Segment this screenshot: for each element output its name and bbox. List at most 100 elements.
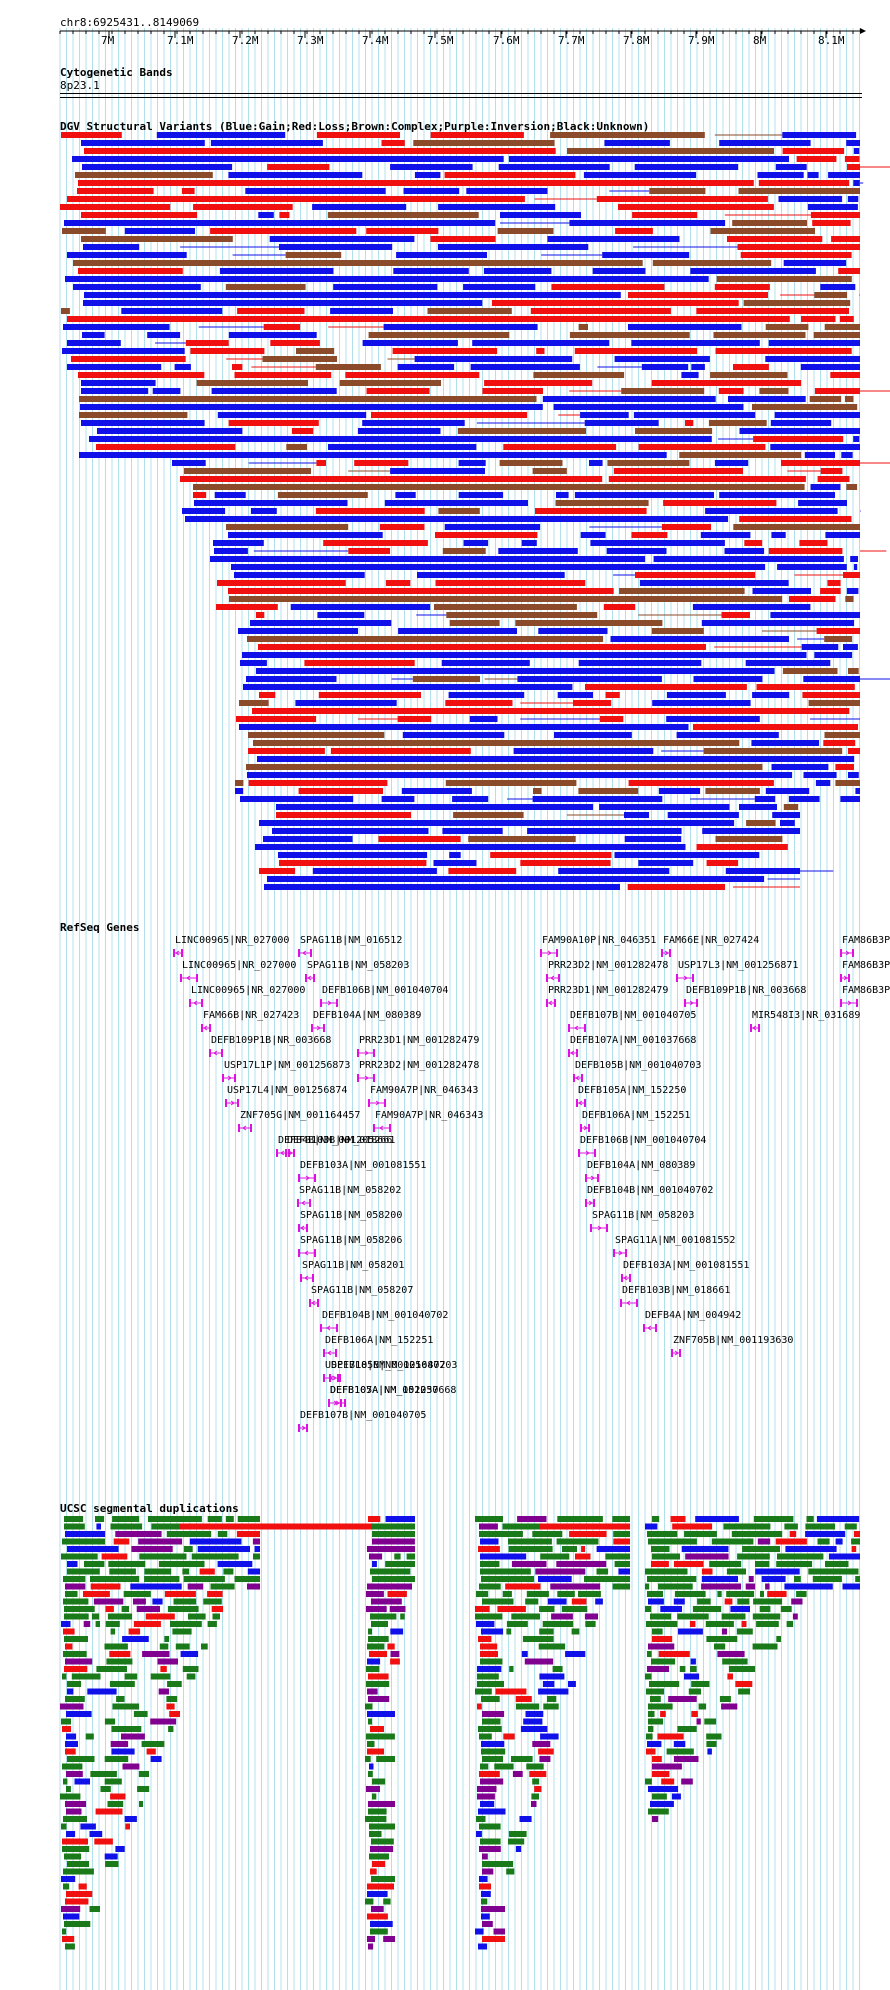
gene-label[interactable]: SPAG11A|NM_001081552: [615, 1235, 736, 1246]
segdup-bar: [199, 1568, 215, 1575]
gene-label[interactable]: ZNF705B|NM_001193630: [673, 1335, 794, 1346]
gene-label[interactable]: FAM86B3P: [842, 935, 890, 946]
gene-label[interactable]: SPAG11B|NM_058202: [299, 1185, 402, 1196]
gene-label[interactable]: DEFB105B|NM_001040703: [331, 1360, 458, 1371]
segdup-bar: [550, 1583, 601, 1590]
gene-label[interactable]: USP17L3|NM_001256871: [678, 960, 799, 971]
gene-label[interactable]: FAM66B|NR_027423: [203, 1010, 300, 1021]
gene-label[interactable]: SPAG11B|NM_058207: [311, 1285, 414, 1296]
gene-label[interactable]: DEFB107A|NM_001037668: [570, 1035, 697, 1046]
dgv-variant-bar: [89, 436, 712, 442]
dgv-variant-bar: [316, 460, 326, 466]
gene-label[interactable]: DEFB107A|NM_001037668: [330, 1385, 457, 1396]
gene-label[interactable]: SPAG11B|NM_058203: [592, 1210, 695, 1221]
gene-exon: [597, 1174, 599, 1182]
dgv-variant-bar: [229, 596, 783, 602]
segdup-bar: [131, 1546, 173, 1552]
gene-label[interactable]: FAM86B3P: [842, 960, 890, 971]
dgv-variant-bar: [295, 700, 397, 706]
dgv-variant-bar: [710, 228, 815, 234]
gene-exon: [581, 1074, 583, 1082]
gene-label[interactable]: DEFB103A|NM_001081551: [300, 1160, 427, 1171]
gene-label[interactable]: LINC00965|NR_027000: [175, 935, 290, 946]
segdup-bar: [692, 1606, 722, 1612]
gene-label[interactable]: DEFB106A|NM_152251: [582, 1110, 691, 1121]
gene-label[interactable]: FAM86B3P: [842, 985, 890, 996]
gene-label[interactable]: DEFB103A|NM_001081551: [623, 1260, 750, 1271]
gene-exon: [339, 1374, 341, 1382]
gene-label[interactable]: DEFB105A|NM_152250: [330, 1385, 439, 1396]
gene-label[interactable]: DEFB104B|NM_001040702: [587, 1185, 714, 1196]
segdup-bar: [110, 1741, 129, 1747]
gene-label[interactable]: LINC00965|NR_027000: [182, 960, 297, 971]
gene-label[interactable]: PRR23D2|NM_001282478: [359, 1060, 480, 1071]
gene-label[interactable]: DEFB105A|NM_152250: [578, 1085, 687, 1096]
segdup-bar: [645, 1606, 652, 1612]
gene-label[interactable]: SPAG11B|NM_058203: [307, 960, 410, 971]
segdup-bar: [688, 1688, 701, 1695]
dgv-variant-bar: [60, 204, 171, 210]
segdup-bar: [368, 1696, 390, 1702]
gene-label[interactable]: SPAG11B|NM_058201: [302, 1260, 405, 1271]
segdup-bar: [760, 1591, 764, 1597]
dgv-variant-bar: [72, 156, 504, 162]
dgv-variant-bar: [312, 204, 407, 210]
dgv-variant-bar: [532, 468, 567, 474]
gene-label[interactable]: DEFB4A|NM_004942: [645, 1310, 742, 1321]
dgv-variant-bar: [482, 388, 543, 394]
gene-label[interactable]: SPAG11B|NM_016512: [300, 935, 403, 946]
gene-label[interactable]: DEFB103B|NM_018661: [622, 1285, 731, 1296]
gene-label[interactable]: DEFB106A|NM_152251: [325, 1335, 434, 1346]
segdup-bar: [366, 1591, 384, 1597]
segdup-bar: [65, 1643, 73, 1650]
gene-label[interactable]: DEFB103B|NM_018661: [287, 1135, 396, 1146]
gene-exon: [594, 1149, 596, 1157]
dgv-variant-bar: [584, 420, 659, 426]
gene-label[interactable]: PRR23D1|NM_001282479: [359, 1035, 480, 1046]
dgv-variant-bar: [312, 868, 437, 874]
gene-label[interactable]: DEFB109P1B|NR_003668: [686, 985, 807, 996]
dgv-variant-bar: [267, 164, 330, 170]
dgv-variant-bar: [828, 172, 860, 178]
gene-label[interactable]: USP17L4|NM_001256874: [227, 1085, 348, 1096]
dgv-variant-bar: [83, 300, 483, 306]
segdup-bar: [542, 1621, 574, 1627]
dgv-variant-bar: [628, 780, 774, 786]
segdup-bar: [479, 1531, 523, 1537]
segdup-bar: [647, 1741, 662, 1747]
dgv-variant-bar: [556, 492, 569, 498]
gene-label[interactable]: SPAG11B|NM_058200: [300, 1210, 403, 1221]
gene-label[interactable]: FAM90A7P|NR_046343: [370, 1085, 479, 1096]
gene-label[interactable]: LINC00965|NR_027000: [191, 985, 306, 996]
gene-label[interactable]: PRR23D2|NM_001282478: [548, 960, 669, 971]
gene-label[interactable]: DEFB106B|NM_001040704: [322, 985, 449, 996]
gene-label[interactable]: DEFB104A|NM_080389: [587, 1160, 696, 1171]
gene-label[interactable]: DEFB106B|NM_001040704: [580, 1135, 707, 1146]
dgv-variant-bar: [61, 132, 122, 138]
gene-label[interactable]: DEFB104A|NM_080389: [313, 1010, 422, 1021]
gene-label[interactable]: ZNF705G|NM_001164457: [240, 1110, 361, 1121]
segdup-bar: [677, 1726, 697, 1732]
gene-label[interactable]: USP17L8|NM_001256872: [325, 1360, 446, 1371]
dgv-variant-bar: [569, 332, 690, 338]
gene-label[interactable]: SPAG11B|NM_058206: [300, 1235, 403, 1246]
segdup-bar: [151, 1523, 193, 1530]
segdup-bar: [674, 1591, 706, 1597]
gene-label[interactable]: USP17L1P|NM_001256873: [224, 1060, 351, 1071]
segdup-bar: [110, 1523, 143, 1530]
gene-label[interactable]: FAM90A10P|NR_046351: [542, 935, 657, 946]
segdup-bar: [645, 1523, 658, 1530]
gene-label[interactable]: PRR23D1|NM_001282479: [548, 985, 669, 996]
gene-label[interactable]: DEFB109P1B|NR_003668: [211, 1035, 332, 1046]
gene-label[interactable]: FAM66E|NR_027424: [663, 935, 760, 946]
gene-label[interactable]: DEFB105B|NM_001040703: [575, 1060, 702, 1071]
dgv-variant-bar: [810, 484, 841, 490]
gene-label[interactable]: DEFB4B|NM_001205266: [278, 1135, 393, 1146]
gene-label[interactable]: DEFB107B|NM_001040705: [300, 1410, 427, 1421]
gene-label[interactable]: MIR548I3|NR_031689: [752, 1010, 861, 1021]
dgv-variant-bar: [378, 836, 461, 842]
gene-label[interactable]: DEFB107B|NM_001040705: [570, 1010, 697, 1021]
gene-label[interactable]: DEFB104B|NM_001040702: [322, 1310, 449, 1321]
gene-label[interactable]: FAM90A7P|NR_046343: [375, 1110, 484, 1121]
dgv-variant-bar: [237, 308, 305, 314]
